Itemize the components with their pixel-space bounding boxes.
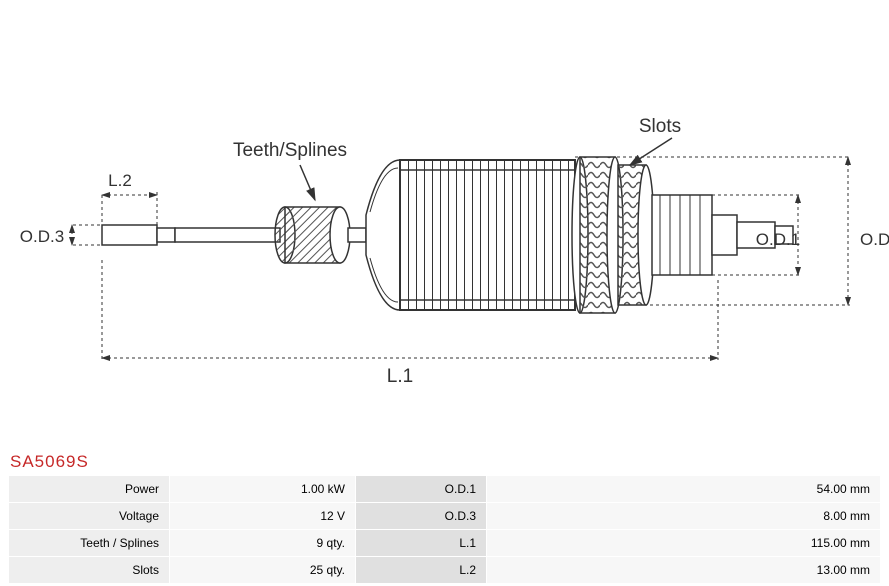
spec-value: 8.00 mm — [487, 503, 880, 529]
spec-label: O.D.1 — [356, 476, 486, 502]
spec-label: Voltage — [9, 503, 169, 529]
spec-value: 9 qty. — [170, 530, 355, 556]
spec-value: 115.00 mm — [487, 530, 880, 556]
spec-value: 13.00 mm — [487, 557, 880, 583]
spec-value: 25 qty. — [170, 557, 355, 583]
part-code: SA5069S — [10, 452, 89, 472]
dim-od1-label: O.D.1 — [756, 230, 800, 249]
dim-l2-label: L.2 — [108, 171, 132, 190]
spec-value: 54.00 mm — [487, 476, 880, 502]
spec-label: Power — [9, 476, 169, 502]
spec-value: 12 V — [170, 503, 355, 529]
teeth-label: Teeth/Splines — [233, 140, 347, 161]
table-row: Voltage 12 V O.D.3 8.00 mm — [9, 503, 880, 529]
spec-label: Slots — [9, 557, 169, 583]
dim-od2-label: O.D.2 — [860, 230, 889, 249]
spec-label: L.1 — [356, 530, 486, 556]
spec-value: 1.00 kW — [170, 476, 355, 502]
slots-label: Slots — [639, 116, 681, 137]
technical-diagram: L.1 L.2 O.D.3 O.D.1 O.D.2 Teeth/Splines … — [0, 0, 889, 440]
spec-label: Teeth / Splines — [9, 530, 169, 556]
table-row: Slots 25 qty. L.2 13.00 mm — [9, 557, 880, 583]
part-code-text: SA5069S — [10, 452, 89, 471]
table-row: Teeth / Splines 9 qty. L.1 115.00 mm — [9, 530, 880, 556]
dim-l1-label: L.1 — [387, 366, 413, 387]
spec-table: Power 1.00 kW O.D.1 54.00 mm Voltage 12 … — [8, 475, 881, 584]
spec-label: L.2 — [356, 557, 486, 583]
dim-od3-label: O.D.3 — [20, 227, 64, 246]
spec-label: O.D.3 — [356, 503, 486, 529]
table-row: Power 1.00 kW O.D.1 54.00 mm — [9, 476, 880, 502]
